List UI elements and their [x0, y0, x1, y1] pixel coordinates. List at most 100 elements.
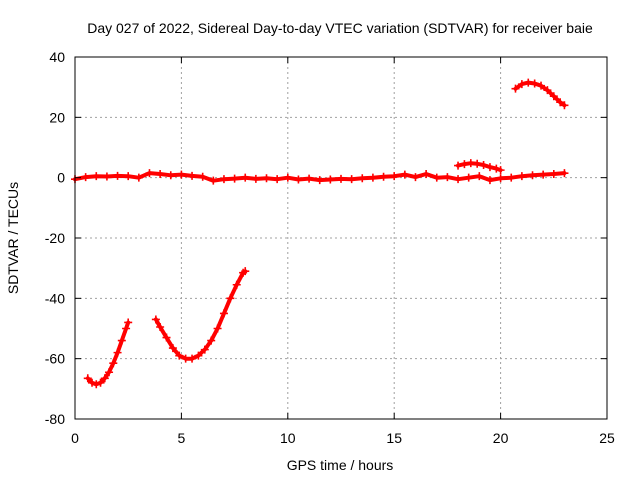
- data-point: [200, 345, 209, 354]
- data-point: [175, 351, 184, 360]
- data-point: [507, 173, 516, 182]
- series-line: [153, 269, 248, 361]
- data-point: [443, 173, 452, 182]
- series-segment-1: [83, 318, 133, 389]
- data-point: [92, 172, 101, 181]
- x-tick-label: 0: [71, 430, 79, 446]
- y-axis-label: SDTVAR / TECUs: [5, 182, 21, 294]
- x-tick-label: 25: [599, 430, 615, 446]
- data-point: [294, 175, 303, 184]
- data-point: [283, 173, 292, 182]
- series-baseline: [71, 169, 569, 185]
- data-point: [177, 170, 186, 179]
- data-point: [83, 374, 92, 383]
- x-tick-label: 10: [280, 430, 296, 446]
- data-point: [198, 172, 207, 181]
- y-tick-label: -40: [45, 290, 65, 306]
- data-point: [226, 294, 235, 303]
- data-point: [400, 170, 409, 179]
- plot-data: [71, 78, 569, 389]
- data-point: [496, 174, 505, 183]
- data-point: [454, 175, 463, 184]
- chart-title: Day 027 of 2022, Sidereal Day-to-day VTE…: [87, 20, 593, 36]
- data-point: [88, 378, 97, 387]
- data-point: [390, 172, 399, 181]
- data-point: [539, 170, 548, 179]
- data-point: [232, 280, 241, 289]
- data-point: [475, 172, 484, 181]
- data-point: [549, 170, 558, 179]
- y-tick-label: -60: [45, 351, 65, 367]
- data-point: [411, 173, 420, 182]
- data-point: [524, 78, 533, 87]
- data-point: [251, 174, 260, 183]
- data-point: [358, 174, 367, 183]
- data-point: [188, 171, 197, 180]
- series-segment-4: [511, 78, 569, 110]
- data-point: [517, 172, 526, 181]
- data-point: [213, 324, 222, 333]
- data-point: [537, 81, 546, 90]
- x-tick-label: 15: [386, 430, 402, 446]
- data-point: [209, 176, 218, 185]
- series-line: [85, 320, 131, 387]
- data-point: [368, 173, 377, 182]
- data-point: [326, 175, 335, 184]
- data-point: [100, 374, 109, 383]
- data-point: [122, 324, 131, 333]
- data-point: [262, 174, 271, 183]
- data-point: [117, 336, 126, 345]
- data-point: [105, 368, 114, 377]
- data-point: [162, 333, 171, 342]
- data-point: [156, 322, 165, 331]
- data-point: [102, 172, 111, 181]
- data-point: [560, 169, 569, 178]
- data-point: [113, 171, 122, 180]
- data-point: [460, 160, 469, 169]
- data-point: [151, 315, 160, 324]
- data-point: [496, 166, 505, 175]
- data-point: [96, 378, 105, 387]
- data-point: [485, 163, 494, 172]
- data-point: [454, 161, 463, 170]
- data-point: [156, 170, 165, 179]
- data-point: [230, 174, 239, 183]
- data-point: [219, 175, 228, 184]
- x-tick-label: 20: [493, 430, 509, 446]
- series-segment-3: [454, 159, 505, 175]
- data-point: [485, 176, 494, 185]
- grid: [75, 57, 607, 419]
- data-point: [473, 159, 482, 168]
- data-point: [347, 175, 356, 184]
- data-point: [145, 169, 154, 178]
- data-point: [464, 173, 473, 182]
- data-point: [479, 160, 488, 169]
- data-point: [379, 172, 388, 181]
- data-point: [207, 336, 216, 345]
- data-point: [124, 172, 133, 181]
- data-point: [315, 176, 324, 185]
- data-point: [134, 173, 143, 182]
- data-point: [560, 101, 569, 110]
- data-point: [556, 98, 565, 107]
- y-tick-label: -80: [45, 411, 65, 427]
- data-point: [113, 348, 122, 357]
- series-segment-2: [151, 267, 250, 363]
- data-point: [92, 380, 101, 389]
- data-point: [517, 80, 526, 89]
- data-point: [273, 175, 282, 184]
- data-point: [337, 174, 345, 183]
- y-tick-label: 20: [49, 109, 65, 125]
- data-point: [422, 170, 431, 179]
- data-point: [81, 173, 90, 182]
- ticks: 0 5 10 15 20 25 -80 -60 -40 -20 0 20 40: [45, 49, 615, 446]
- x-axis-label: GPS time / hours: [287, 457, 394, 473]
- data-point: [305, 174, 314, 183]
- x-tick-label: 5: [178, 430, 186, 446]
- data-point: [241, 267, 250, 276]
- data-point: [219, 309, 228, 318]
- y-tick-label: 40: [49, 49, 65, 65]
- data-point: [166, 171, 175, 180]
- data-point: [528, 171, 537, 180]
